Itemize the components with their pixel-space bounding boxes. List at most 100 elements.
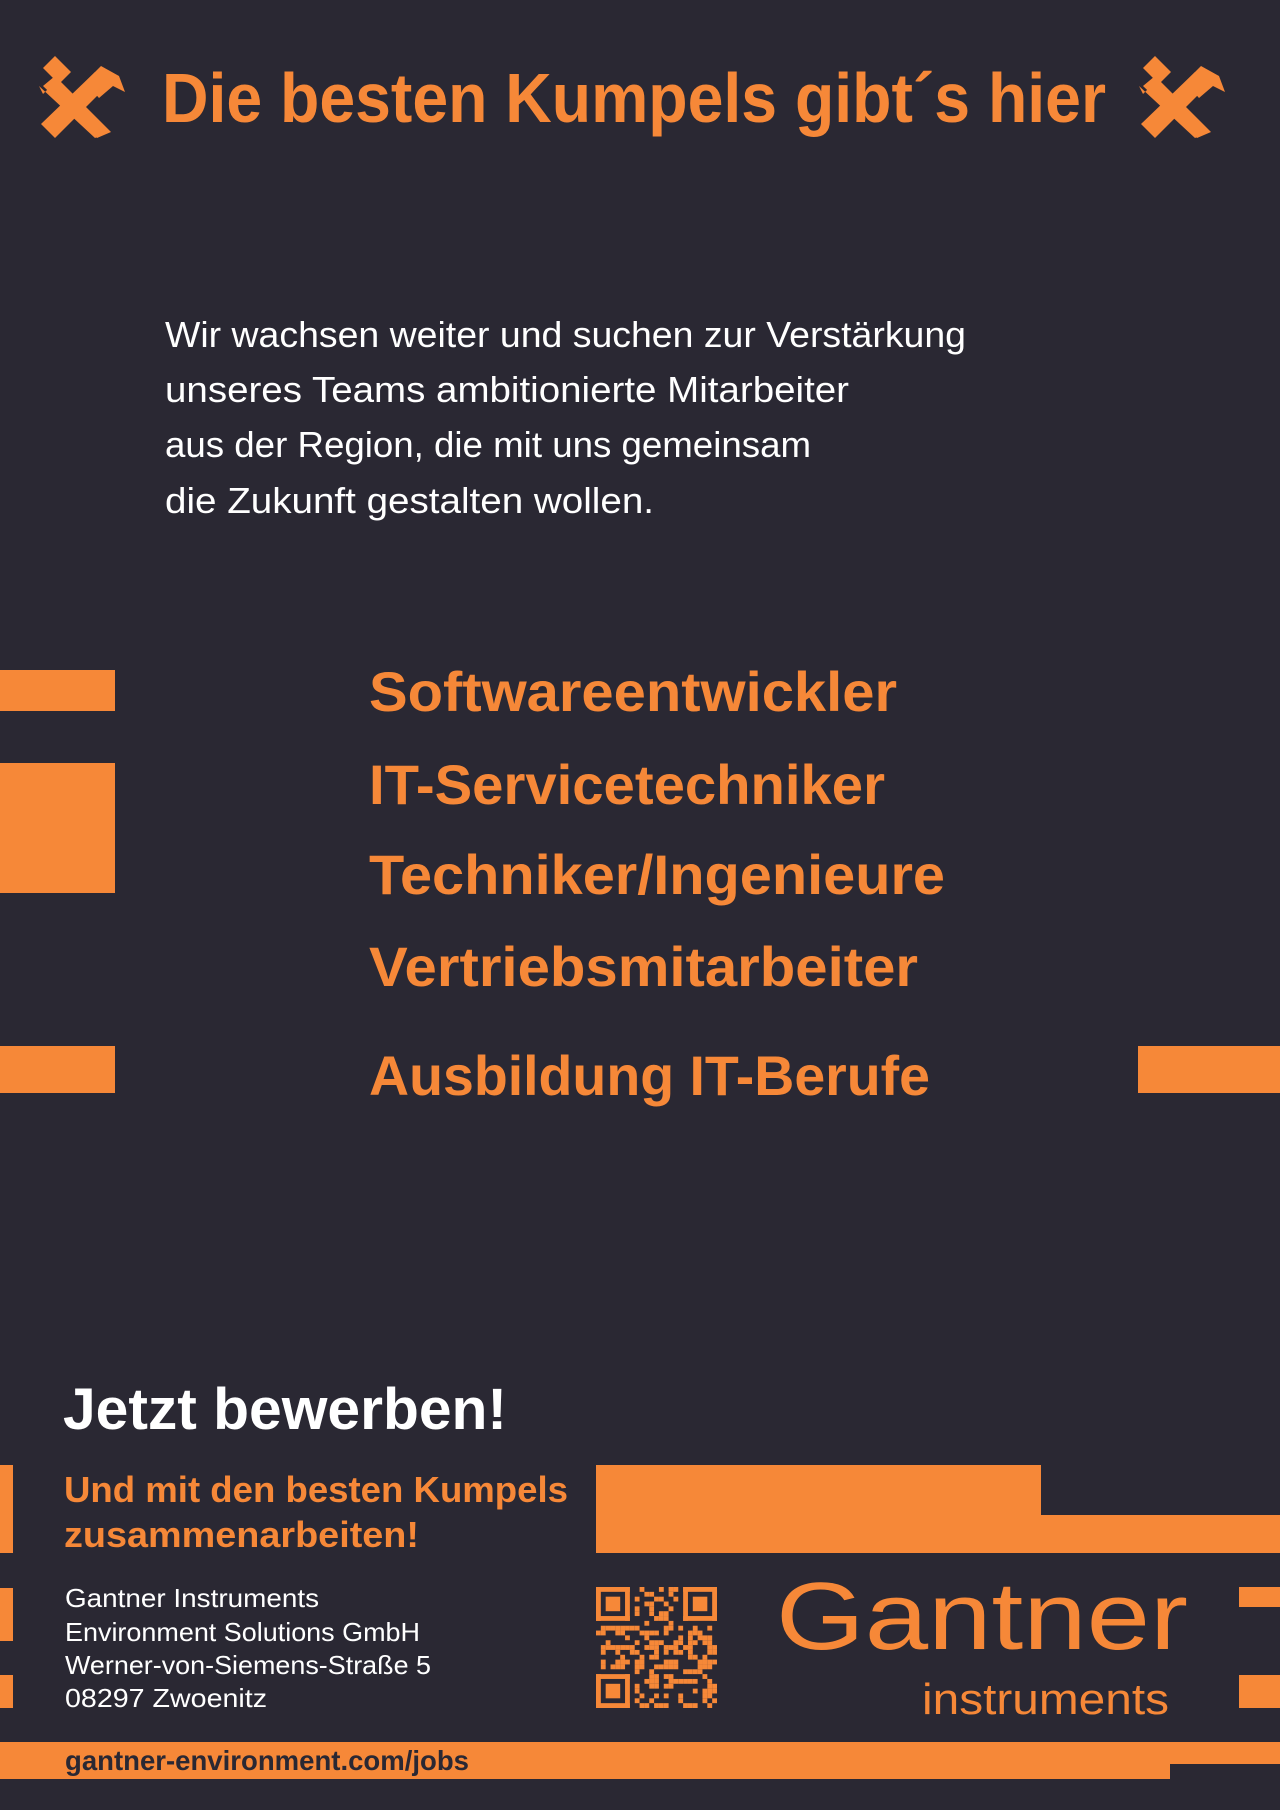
qr-module <box>692 1654 698 1660</box>
qr-module <box>712 1659 717 1665</box>
qr-module <box>615 1659 621 1665</box>
qr-module <box>712 1649 717 1655</box>
qr-module <box>600 1649 606 1655</box>
qr-module <box>644 1678 650 1684</box>
qr-module <box>649 1640 655 1646</box>
qr-module <box>615 1645 621 1650</box>
qr-module <box>649 1654 655 1660</box>
qr-module <box>702 1635 708 1641</box>
qr-module <box>600 1664 606 1670</box>
qr-module <box>687 1669 693 1675</box>
decor-block <box>596 1465 1041 1553</box>
qr-module <box>663 1601 669 1607</box>
qr-module <box>683 1669 688 1675</box>
qr-module <box>649 1591 655 1597</box>
intro-line: die Zukunft gestalten wollen. <box>165 480 654 521</box>
qr-module <box>683 1645 688 1650</box>
qr-module <box>668 1645 674 1650</box>
qr-module <box>668 1659 674 1665</box>
qr-module <box>605 1625 611 1631</box>
decor-bar <box>1239 1587 1280 1607</box>
qr-module <box>668 1606 674 1612</box>
qr-module <box>663 1659 669 1665</box>
qr-module <box>707 1678 713 1684</box>
qr-module <box>605 1596 621 1612</box>
qr-module <box>712 1683 717 1689</box>
qr-module <box>649 1674 655 1679</box>
qr-module <box>683 1616 717 1621</box>
qr-module <box>654 1693 659 1699</box>
cta-subtitle: Und mit den besten Kumpels <box>64 1469 568 1510</box>
qr-module <box>654 1596 659 1602</box>
qr-module <box>634 1606 640 1612</box>
qr-module <box>663 1703 669 1708</box>
qr-module <box>649 1698 655 1704</box>
qr-module <box>673 1645 679 1650</box>
qr-module <box>610 1664 616 1670</box>
qr-module <box>707 1625 713 1631</box>
qr-module <box>697 1669 703 1675</box>
qr-module <box>649 1606 655 1612</box>
qr-module <box>649 1645 655 1650</box>
qr-module <box>692 1625 698 1631</box>
qr-module <box>707 1640 713 1646</box>
qr-module <box>663 1693 669 1699</box>
qr-module <box>596 1587 630 1592</box>
qr-module <box>707 1664 713 1670</box>
qr-module <box>663 1616 669 1621</box>
qr-module <box>649 1678 655 1684</box>
jobs-link[interactable]: gantner-environment.com/jobs <box>65 1745 469 1776</box>
qr-module <box>668 1678 674 1684</box>
qr-module <box>692 1703 698 1708</box>
decor-bar <box>0 670 115 711</box>
qr-module <box>702 1674 708 1679</box>
qr-module <box>712 1688 717 1694</box>
qr-module <box>596 1674 630 1679</box>
qr-module <box>634 1596 640 1602</box>
qr-module <box>683 1587 688 1621</box>
qr-module <box>702 1688 708 1694</box>
qr-module <box>634 1698 640 1704</box>
qr-module <box>644 1630 650 1636</box>
qr-module <box>663 1645 669 1650</box>
qr-module <box>644 1635 650 1641</box>
qr-module <box>625 1587 630 1621</box>
qr-module <box>654 1703 659 1708</box>
qr-module <box>639 1664 645 1670</box>
decor-bar <box>0 1465 13 1553</box>
address-line: Werner-von-Siemens-Straße 5 <box>65 1650 431 1680</box>
job-item: Vertriebsmitarbeiter <box>369 935 918 998</box>
qr-module <box>658 1703 664 1708</box>
qr-module <box>620 1630 626 1636</box>
qr-module <box>610 1645 616 1650</box>
qr-module <box>625 1625 630 1631</box>
qr-module <box>692 1630 698 1636</box>
qr-module <box>634 1664 640 1670</box>
qr-module <box>596 1630 601 1636</box>
crossed-hammers-icon <box>1139 56 1225 138</box>
qr-module <box>605 1645 611 1650</box>
qr-module <box>702 1659 708 1665</box>
qr-module <box>615 1664 621 1670</box>
qr-module <box>673 1587 679 1592</box>
qr-module <box>668 1587 674 1592</box>
qr-module <box>668 1664 674 1670</box>
qr-module <box>596 1616 630 1621</box>
qr-module <box>625 1635 630 1641</box>
qr-module <box>629 1625 635 1631</box>
qr-module <box>663 1649 669 1655</box>
qr-module <box>687 1654 693 1660</box>
qr-module <box>702 1640 708 1646</box>
qr-module <box>600 1630 606 1636</box>
qr-module <box>678 1635 684 1641</box>
qr-module <box>654 1674 659 1679</box>
address-line: 08297 Zwoenitz <box>65 1683 267 1713</box>
qr-module <box>712 1698 717 1704</box>
qr-code[interactable] <box>596 1587 717 1708</box>
qr-module <box>629 1645 635 1650</box>
qr-module <box>654 1683 659 1689</box>
qr-module <box>692 1596 708 1612</box>
job-item: IT-Servicetechniker <box>369 753 885 816</box>
qr-module <box>702 1693 708 1699</box>
qr-module <box>692 1678 698 1684</box>
